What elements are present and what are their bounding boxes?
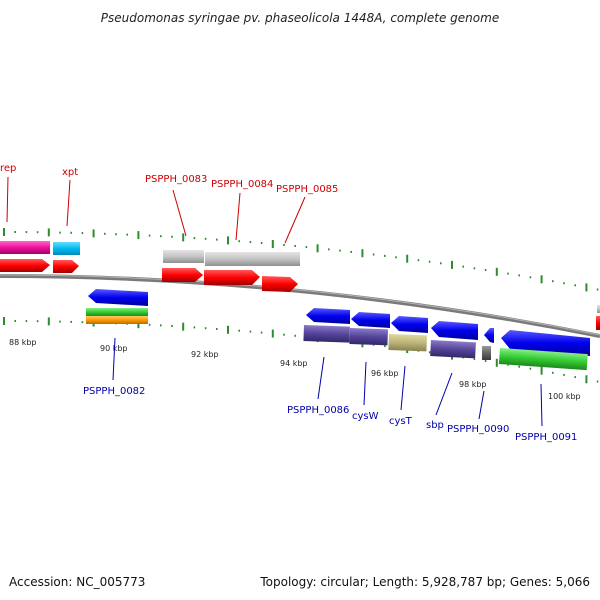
feature-xpt-arrow[interactable] [53, 260, 79, 273]
leader-sbp [435, 372, 453, 416]
feature-pspph0083-arrow[interactable] [162, 268, 203, 282]
upper-scale-ticks [3, 228, 599, 292]
reverse-label-pspph0082[interactable]: PSPPH_0082 [83, 386, 145, 397]
feature-edge-fragment-2[interactable] [597, 305, 600, 313]
feature-pspph0085-arrow[interactable] [262, 276, 298, 292]
reverse-label-cyst[interactable]: cysT [389, 416, 413, 427]
leader-pspph0083 [172, 189, 187, 237]
scale-label-94kbp: 94 kbp [280, 359, 308, 368]
reverse-label-pspph0091[interactable]: PSPPH_0091 [515, 432, 577, 443]
feature-rep-arrow[interactable] [0, 259, 50, 272]
feature-sbp-purple-bar[interactable] [430, 340, 476, 359]
scale-label-92kbp: 92 kbp [191, 350, 219, 359]
leader-pspph0086 [317, 356, 325, 400]
leader-pspph0090 [478, 390, 485, 420]
reverse-label-pspph0090[interactable]: PSPPH_0090 [447, 424, 509, 435]
scale-label-98kbp: 98 kbp [459, 380, 487, 389]
genome-backbone [0, 274, 600, 338]
leader-cyst [400, 365, 406, 411]
footer-accession: Accession: NC_005773 [9, 575, 145, 589]
leader-xpt [66, 179, 71, 227]
map-title: Pseudomonas syringae pv. phaseolicola 14… [101, 11, 499, 25]
feature-pspph0086-purple-bar[interactable] [303, 325, 350, 343]
scale-label-100kbp: 100 kbp [548, 392, 581, 401]
feature-pspph0084-bar[interactable] [205, 252, 300, 266]
feature-pspph0091-arrow[interactable] [501, 330, 590, 356]
feature-sbp-arrow[interactable] [431, 321, 478, 340]
leader-pspph0084 [235, 192, 241, 241]
feature-xpt-bar[interactable] [53, 242, 80, 255]
reverse-label-sbp[interactable]: sbp [426, 420, 444, 431]
forward-label-pspph0083[interactable]: PSPPH_0083 [145, 174, 207, 185]
feature-pspph0083-bar[interactable] [163, 250, 204, 263]
forward-label-xpt[interactable]: xpt [62, 167, 78, 178]
feature-pspph0090-arrow[interactable] [484, 328, 494, 343]
leader-rep [6, 176, 9, 223]
forward-label-pspph0085[interactable]: PSPPH_0085 [276, 184, 338, 195]
reverse-label-pspph0086[interactable]: PSPPH_0086 [287, 405, 349, 416]
scale-label-96kbp: 96 kbp [371, 369, 399, 378]
scale-label-90kbp: 90 kbp [100, 344, 128, 353]
feature-cysw-arrow[interactable] [351, 312, 390, 328]
genome-backbone-highlight [0, 274, 600, 336]
feature-cysw-purple-bar[interactable] [349, 328, 388, 346]
feature-pspph0084-arrow[interactable] [204, 270, 260, 285]
reverse-leader-lines [112, 337, 543, 427]
leader-pspph0082 [112, 337, 116, 381]
feature-cyst-arrow[interactable] [391, 316, 428, 333]
reverse-label-cysw[interactable]: cysW [352, 411, 379, 422]
forward-leader-lines [6, 176, 306, 244]
feature-pspph0091-green-bar[interactable] [498, 348, 588, 371]
feature-pspph0082-green-bar[interactable] [86, 308, 148, 316]
scale-label-88kbp: 88 kbp [9, 338, 37, 347]
feature-edge-fragment[interactable] [596, 316, 600, 330]
leader-pspph0085 [284, 196, 306, 244]
footer-summary: Topology: circular; Length: 5,928,787 bp… [259, 575, 590, 589]
feature-pspph0082-orange-bar[interactable] [86, 316, 148, 324]
feature-cyst-khaki-bar[interactable] [388, 334, 427, 352]
forward-label-rep[interactable]: rep [0, 163, 16, 174]
feature-rep-bar[interactable] [0, 241, 50, 254]
leader-cysw [363, 361, 367, 406]
feature-pspph0086-arrow[interactable] [306, 308, 350, 324]
feature-pspph0090-dark-bar[interactable] [482, 346, 491, 360]
leader-pspph0091 [540, 383, 543, 427]
feature-pspph0082-arrow[interactable] [88, 289, 148, 306]
forward-label-pspph0084[interactable]: PSPPH_0084 [211, 179, 273, 190]
